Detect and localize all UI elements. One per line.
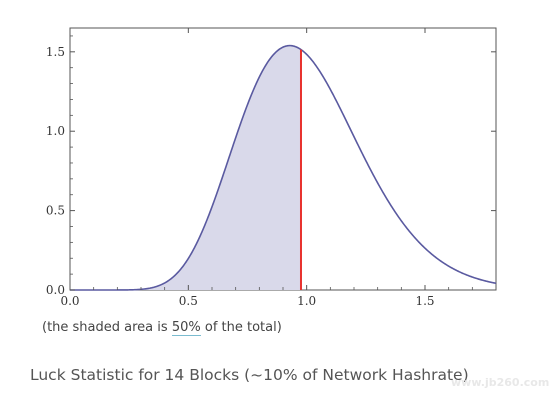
axis-ticks: 0.0 0.5 1.0 1.5 0.0 0.5 1.0 1.5 — [46, 28, 496, 308]
y-tick-label: 1.0 — [46, 124, 65, 138]
y-tick-label: 1.5 — [46, 45, 65, 59]
caption-suffix: of the total) — [204, 320, 282, 335]
y-tick-label: 0.5 — [46, 204, 65, 218]
x-tick-label: 0.0 — [60, 294, 79, 308]
caption-prefix: (the shaded area is — [42, 320, 168, 335]
x-tick-label: 1.5 — [415, 294, 434, 308]
shaded-area-caption: (the shaded area is 50% of the total) — [42, 320, 282, 336]
luck-chart: 0.0 0.5 1.0 1.5 0.0 0.5 1.0 1.5 — [46, 27, 497, 308]
x-tick-label: 1.0 — [297, 294, 316, 308]
y-tick-label: 0.0 — [46, 283, 65, 297]
watermark-text: www.jb260.com — [451, 376, 550, 389]
chart-title: Luck Statistic for 14 Blocks (~10% of Ne… — [30, 366, 469, 384]
caption-percent: 50% — [171, 320, 201, 336]
shaded-area — [70, 45, 301, 290]
plot-area — [70, 44, 497, 291]
x-tick-label: 0.5 — [179, 294, 198, 308]
